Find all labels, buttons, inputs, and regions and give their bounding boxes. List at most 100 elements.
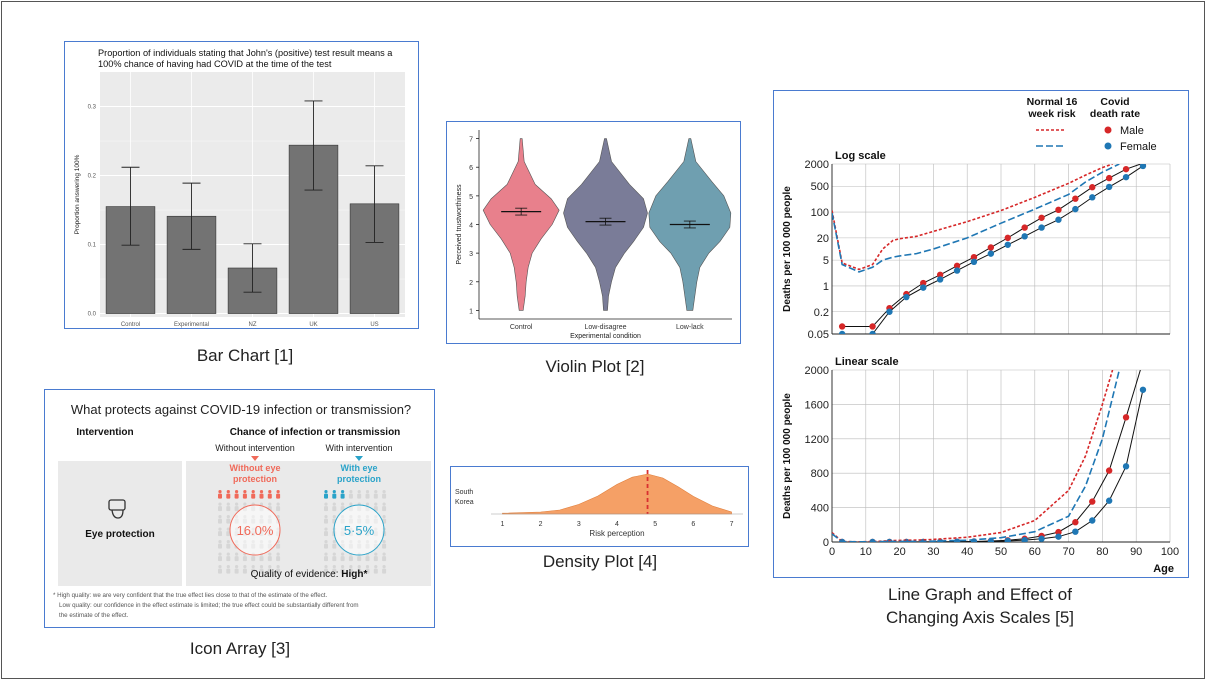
log-panel-covid-male-point xyxy=(1072,195,1079,202)
person-body xyxy=(234,568,239,574)
person-icon xyxy=(234,490,239,499)
person-icon xyxy=(348,565,353,574)
person-icon xyxy=(218,502,222,512)
person-head xyxy=(374,552,378,556)
bar-error-bar xyxy=(304,100,323,191)
violin-plot-caption: Violin Plot [2] xyxy=(545,357,645,376)
linear-panel-y-tick-label: 2000 xyxy=(805,365,829,377)
person-head xyxy=(382,502,386,506)
person-head xyxy=(226,552,230,556)
person-icon xyxy=(226,540,231,549)
person-body xyxy=(365,568,370,574)
linear-panel-covid-female-point xyxy=(1122,463,1130,470)
linear-panel-series-group xyxy=(832,370,1147,542)
violin-y-tick-label: 2 xyxy=(469,280,473,287)
log-panel-covid-female-point xyxy=(1004,241,1011,248)
person-body xyxy=(357,493,362,499)
person-body xyxy=(267,493,272,499)
person-body xyxy=(348,556,353,562)
linear-x-tick-label: 0 xyxy=(829,546,835,558)
icon-array: What protects against COVID-19 infection… xyxy=(53,402,431,619)
person-head xyxy=(357,565,361,569)
person-icon xyxy=(373,490,378,499)
line-graph-caption-1: Line Graph and Effect of xyxy=(888,585,1072,604)
bar-y-tick-label: 0.0 xyxy=(88,312,97,318)
linear-panel-y-tick-label: 800 xyxy=(811,468,829,480)
person-icon xyxy=(276,565,281,574)
person-body xyxy=(226,493,231,499)
person-body xyxy=(332,556,337,562)
with-intervention-header: With intervention xyxy=(325,443,392,453)
intervention-cell xyxy=(58,461,182,586)
person-head xyxy=(332,540,336,544)
log-panel-covid-male-point xyxy=(1089,184,1096,191)
bar-y-tick-label: 0.3 xyxy=(88,105,97,111)
person-icon xyxy=(373,565,378,574)
person-head xyxy=(382,515,386,519)
legend-header-normal-2: week risk xyxy=(1027,108,1075,120)
log-panel-covid-female-point xyxy=(1139,164,1147,170)
bar-error-bar xyxy=(243,243,262,293)
person-icon xyxy=(276,502,281,512)
person-head xyxy=(268,490,272,494)
person-icon xyxy=(365,490,370,499)
person-body xyxy=(234,493,239,499)
bar-chart-panel: Proportion of individuals stating that J… xyxy=(64,41,419,329)
log-panel-y-tick-label: 20 xyxy=(817,233,829,245)
log-panel-covid-male-point xyxy=(869,323,876,330)
person-body xyxy=(242,556,247,562)
line-graph-caption-2: Changing Axis Scales [5] xyxy=(885,608,1075,627)
log-panel-covid-male-point xyxy=(1122,165,1130,173)
person-body xyxy=(218,556,222,562)
log-panel-covid-male-point xyxy=(1004,234,1011,242)
without-value-circle xyxy=(229,504,281,556)
person-head xyxy=(324,490,328,494)
violin-x-tick-label: Low-disagree xyxy=(584,324,626,331)
legend-header-normal-1: Normal 16 xyxy=(1027,96,1078,108)
linear-panel-label: Linear scale xyxy=(835,356,899,368)
violin-plot-panel: 1 2 3 4 5 6 7 Perceived trustworthiness Control L… xyxy=(446,121,741,344)
log-panel-covid-female-point xyxy=(970,258,978,266)
person-head xyxy=(259,502,264,506)
linear-panel-covid-female-point xyxy=(1105,497,1113,504)
person-head xyxy=(276,515,280,519)
linear-panel-y-tick-label: 0 xyxy=(823,537,829,549)
person-head xyxy=(268,565,272,569)
bar-chart-title-line-2: 100% chance of having had COVID at the t… xyxy=(98,59,332,69)
person-body xyxy=(373,568,378,574)
person-head xyxy=(218,540,222,544)
evidence-value: High* xyxy=(341,569,367,580)
without-intervention-header: Without intervention xyxy=(215,443,295,453)
person-body xyxy=(226,506,231,512)
person-body xyxy=(218,543,222,549)
bar-error-bar xyxy=(121,166,140,246)
person-head xyxy=(243,502,247,506)
person-head xyxy=(235,490,239,494)
log-panel-y-tick-label: 5 xyxy=(823,255,829,267)
person-head xyxy=(235,552,239,556)
person-body xyxy=(267,568,272,574)
linear-panel-covid-male-point xyxy=(1105,467,1113,474)
person-icon xyxy=(382,565,387,574)
person-body xyxy=(332,543,337,549)
person-icon xyxy=(226,565,231,574)
person-head xyxy=(268,502,272,506)
person-body xyxy=(365,493,370,499)
person-icon xyxy=(357,565,362,574)
log-panel-y-tick-label: 100 xyxy=(811,207,829,219)
person-head xyxy=(218,490,222,494)
person-icon xyxy=(234,552,239,562)
person-head xyxy=(382,565,386,569)
with-label-2: protection xyxy=(337,474,381,484)
face-shield-icon xyxy=(108,499,126,519)
person-icon xyxy=(218,565,222,574)
log-panel-covid-male-point xyxy=(838,323,846,330)
log-panel-y-tick-label: 0.2 xyxy=(814,307,829,319)
violin-y-tick-label: 4 xyxy=(469,223,473,230)
icon-array-caption: Icon Array [3] xyxy=(189,639,291,658)
linear-panel-covid-female-point xyxy=(1139,386,1147,393)
chance-header: Chance of infection or transmission xyxy=(230,427,401,438)
person-body xyxy=(276,568,281,574)
person-head xyxy=(226,540,230,544)
